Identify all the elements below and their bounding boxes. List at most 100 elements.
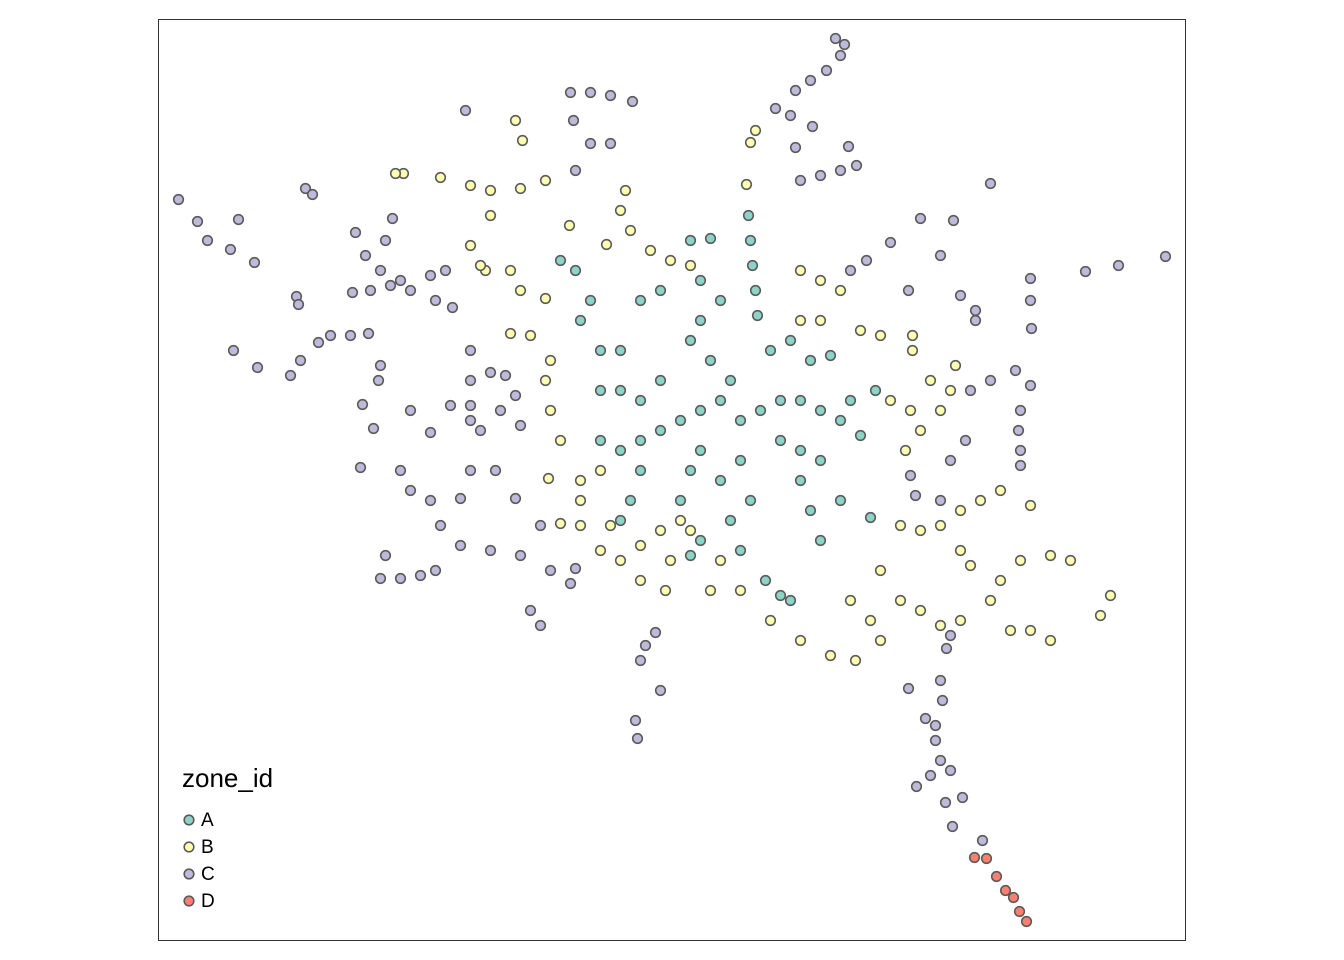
point [919,712,932,725]
point [639,639,652,652]
point [544,354,557,367]
point [854,429,867,442]
point [774,589,787,602]
point [684,334,697,347]
point [751,309,764,322]
point [464,344,477,357]
point [659,584,672,597]
point [759,574,772,587]
point [674,494,687,507]
point [429,564,442,577]
point [251,361,264,374]
point [494,404,507,417]
point [824,349,837,362]
point [874,329,887,342]
point [644,244,657,257]
point [201,234,214,247]
point [764,344,777,357]
point [509,114,522,127]
point [424,426,437,439]
point [464,239,477,252]
point [539,292,552,305]
point [386,212,399,225]
point [1024,294,1037,307]
point [484,366,497,379]
point [372,374,385,387]
point [694,404,707,417]
point [504,264,517,277]
point [924,769,937,782]
point [814,169,827,182]
point [944,629,957,642]
point [664,254,677,267]
point [850,159,863,172]
point [934,519,947,532]
points-layer [172,32,1172,928]
point [514,419,527,432]
point [1004,624,1017,637]
point [906,329,919,342]
point [379,234,392,247]
point [794,634,807,647]
point [324,329,337,342]
point [968,851,981,864]
point [774,394,787,407]
point [484,544,497,557]
point [367,422,380,435]
point [374,264,387,277]
point [984,594,997,607]
point [946,820,959,833]
point [454,539,467,552]
point [910,780,923,793]
point [1014,404,1027,417]
point [312,336,325,349]
point [624,494,637,507]
point [789,141,802,154]
point [306,188,319,201]
point [584,86,597,99]
point [794,264,807,277]
point [744,494,757,507]
legend-swatch [183,814,195,826]
point [464,179,477,192]
point [814,454,827,467]
point [509,389,522,402]
point [634,464,647,477]
point [474,259,487,272]
point [694,314,707,327]
point [459,104,472,117]
point [734,414,747,427]
point [634,574,647,587]
point [1009,364,1022,377]
map-frame [158,19,1186,941]
point [439,264,452,277]
point [464,374,477,387]
point [394,274,407,287]
point [854,324,867,337]
point [584,137,597,150]
point [534,519,547,532]
point [894,594,907,607]
point [634,394,647,407]
point [514,182,527,195]
point [934,249,947,262]
point [954,504,967,517]
point [904,404,917,417]
point [384,279,397,292]
point [362,327,375,340]
point [499,369,512,382]
point [864,511,877,524]
point [834,164,847,177]
point [1079,265,1092,278]
point [514,549,527,562]
point [1012,424,1025,437]
point [414,569,427,582]
point [172,193,185,206]
point [694,274,707,287]
point [684,524,697,537]
point [740,178,753,191]
point [714,294,727,307]
point [1024,379,1037,392]
